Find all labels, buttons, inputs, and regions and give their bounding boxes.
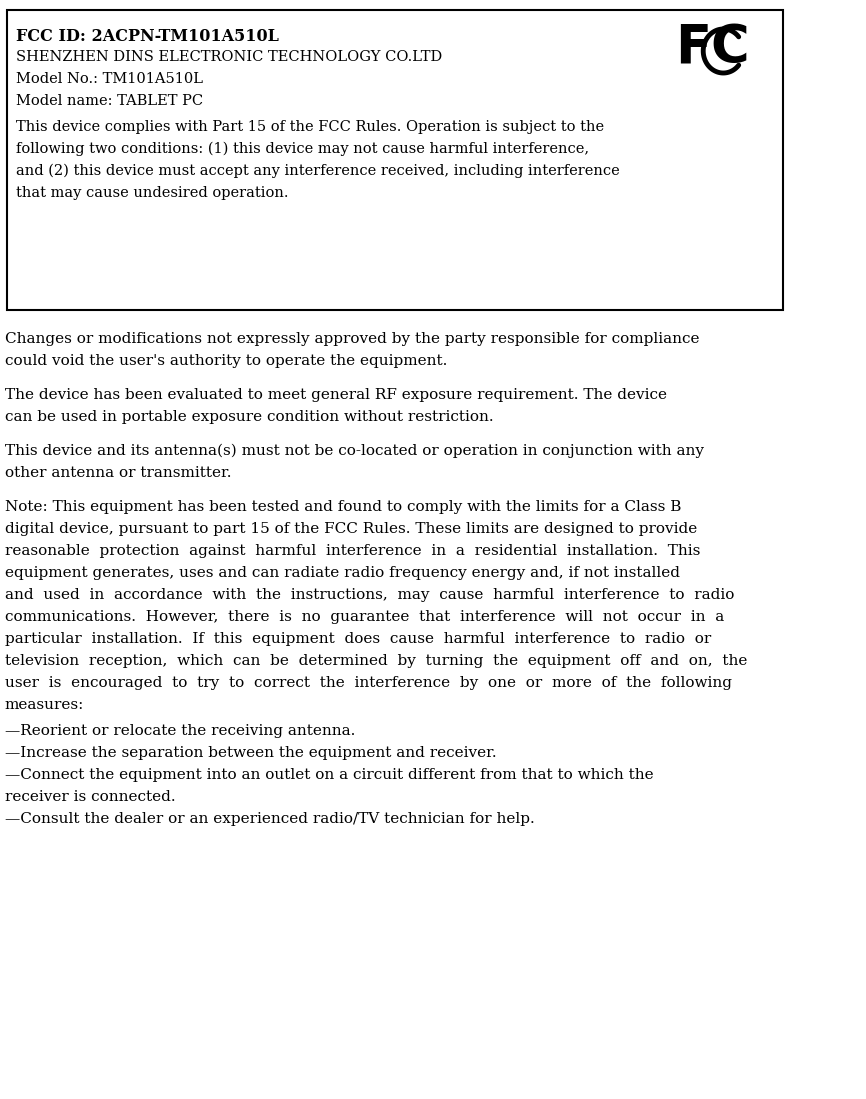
Text: Changes or modifications not expressly approved by the party responsible for com: Changes or modifications not expressly a… <box>4 332 699 346</box>
Text: FC: FC <box>675 23 750 75</box>
Text: and (2) this device must accept any interference received, including interferenc: and (2) this device must accept any inte… <box>16 164 620 178</box>
Text: —Connect the equipment into an outlet on a circuit different from that to which : —Connect the equipment into an outlet on… <box>4 768 653 782</box>
Text: FCC ID: 2ACPN-TM101A510L: FCC ID: 2ACPN-TM101A510L <box>16 27 280 45</box>
Text: —Increase the separation between the equipment and receiver.: —Increase the separation between the equ… <box>4 746 496 761</box>
FancyBboxPatch shape <box>7 10 783 310</box>
Text: television  reception,  which  can  be  determined  by  turning  the  equipment : television reception, which can be deter… <box>4 654 747 668</box>
Text: Model name: TABLET PC: Model name: TABLET PC <box>16 95 204 108</box>
Text: This device complies with Part 15 of the FCC Rules. Operation is subject to the: This device complies with Part 15 of the… <box>16 120 604 134</box>
Text: Note: This equipment has been tested and found to comply with the limits for a C: Note: This equipment has been tested and… <box>4 500 681 514</box>
Text: This device and its antenna(s) must not be co-located or operation in conjunctio: This device and its antenna(s) must not … <box>4 444 703 458</box>
Text: that may cause undesired operation.: that may cause undesired operation. <box>16 186 289 200</box>
Text: user  is  encouraged  to  try  to  correct  the  interference  by  one  or  more: user is encouraged to try to correct the… <box>4 676 732 690</box>
Text: particular  installation.  If  this  equipment  does  cause  harmful  interferen: particular installation. If this equipme… <box>4 632 711 646</box>
Text: could void the user's authority to operate the equipment.: could void the user's authority to opera… <box>4 354 447 368</box>
Text: —Reorient or relocate the receiving antenna.: —Reorient or relocate the receiving ante… <box>4 724 355 739</box>
Text: other antenna or transmitter.: other antenna or transmitter. <box>4 466 231 480</box>
Text: SHENZHEN DINS ELECTRONIC TECHNOLOGY CO.LTD: SHENZHEN DINS ELECTRONIC TECHNOLOGY CO.L… <box>16 49 443 64</box>
Text: The device has been evaluated to meet general RF exposure requirement. The devic: The device has been evaluated to meet ge… <box>4 388 667 402</box>
Text: measures:: measures: <box>4 698 84 712</box>
Text: and  used  in  accordance  with  the  instructions,  may  cause  harmful  interf: and used in accordance with the instruct… <box>4 588 734 602</box>
Text: receiver is connected.: receiver is connected. <box>4 790 175 804</box>
Text: following two conditions: (1) this device may not cause harmful interference,: following two conditions: (1) this devic… <box>16 142 590 156</box>
Text: —Consult the dealer or an experienced radio/TV technician for help.: —Consult the dealer or an experienced ra… <box>4 812 534 826</box>
Text: digital device, pursuant to part 15 of the FCC Rules. These limits are designed : digital device, pursuant to part 15 of t… <box>4 522 697 536</box>
Text: can be used in portable exposure condition without restriction.: can be used in portable exposure conditi… <box>4 410 494 424</box>
Text: Model No.: TM101A510L: Model No.: TM101A510L <box>16 73 204 86</box>
Text: communications.  However,  there  is  no  guarantee  that  interference  will  n: communications. However, there is no gua… <box>4 610 724 624</box>
Text: reasonable  protection  against  harmful  interference  in  a  residential  inst: reasonable protection against harmful in… <box>4 544 700 558</box>
Text: equipment generates, uses and can radiate radio frequency energy and, if not ins: equipment generates, uses and can radiat… <box>4 566 680 580</box>
